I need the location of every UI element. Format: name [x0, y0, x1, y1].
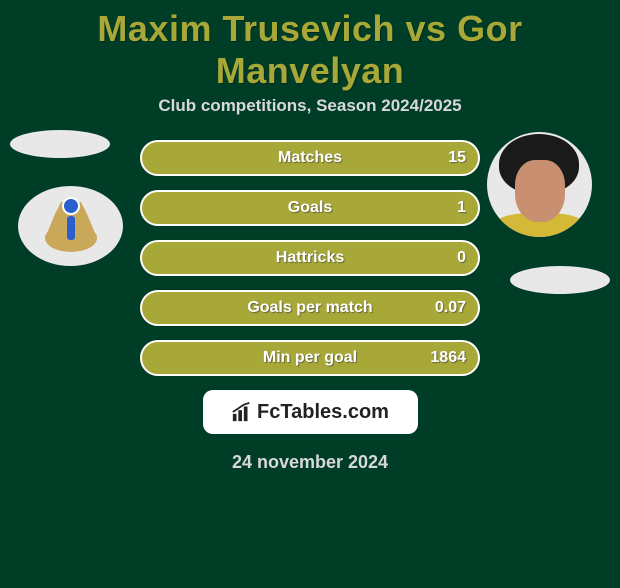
chart-icon — [231, 401, 253, 423]
stat-label: Goals per match — [247, 299, 372, 317]
page-title: Maxim Trusevich vs Gor Manvelyan — [0, 8, 620, 92]
stat-row: Matches 15 — [140, 140, 480, 176]
stat-value: 0.07 — [435, 299, 466, 317]
stat-row: Goals per match 0.07 — [140, 290, 480, 326]
stat-value: 15 — [448, 149, 466, 167]
stat-row: Min per goal 1864 — [140, 340, 480, 376]
stat-value: 1864 — [430, 349, 466, 367]
stat-value: 0 — [457, 249, 466, 267]
stat-row: Hattricks 0 — [140, 240, 480, 276]
stat-row: Goals 1 — [140, 190, 480, 226]
club-crest-icon — [41, 196, 101, 256]
player-right-ellipse — [510, 266, 610, 294]
snapshot-date: 24 november 2024 — [0, 452, 620, 473]
player-left-ellipse — [10, 130, 110, 158]
brand-badge[interactable]: FcTables.com — [203, 390, 418, 434]
stats-table: Matches 15 Goals 1 Hattricks 0 Goals per… — [140, 140, 480, 376]
stat-label: Min per goal — [263, 349, 357, 367]
stat-label: Matches — [278, 149, 342, 167]
brand-name: FcTables.com — [257, 401, 389, 424]
stat-label: Goals — [288, 199, 332, 217]
player-left-club-logo — [18, 186, 123, 266]
stat-value: 1 — [457, 199, 466, 217]
subtitle: Club competitions, Season 2024/2025 — [0, 96, 620, 116]
stat-label: Hattricks — [276, 249, 344, 267]
player-right-photo — [487, 132, 592, 237]
